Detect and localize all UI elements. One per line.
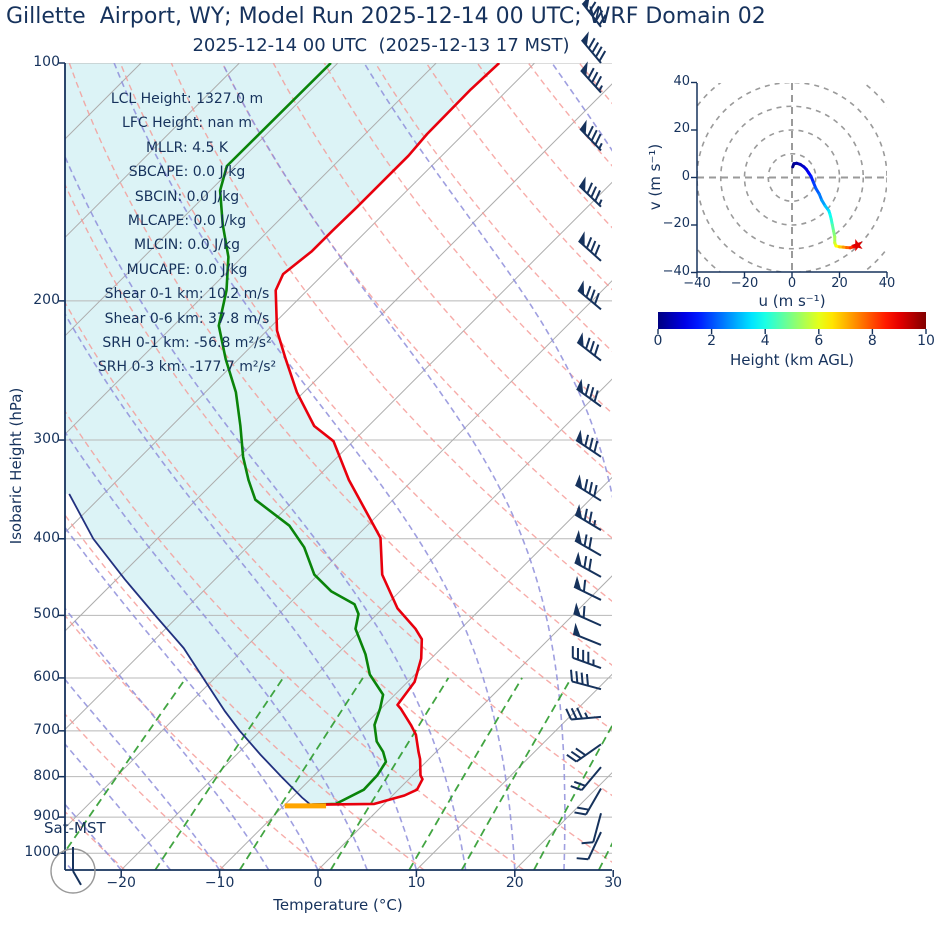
hodo-u-tick-label: −40 xyxy=(683,276,711,291)
stat-line: MLLR: 4.5 K xyxy=(145,139,229,156)
dewpoint-line xyxy=(217,63,388,806)
stat-line: MLCAPE: 0.0 J/kg xyxy=(127,213,247,230)
hodograph xyxy=(697,83,887,272)
colorbar-tick-label: 0 xyxy=(653,333,663,349)
pressure-tick-label: 700 xyxy=(33,721,60,738)
pressure-axis-label: Isobaric Height (hPa) xyxy=(7,387,25,545)
hodograph-u-axis-label: u (m s⁻¹) xyxy=(758,292,826,310)
stat-line: LCL Height: 1327.0 m xyxy=(110,91,264,107)
pressure-tick-label: 800 xyxy=(33,767,60,784)
cin-shading xyxy=(65,63,500,805)
hodo-u-tick-label: 40 xyxy=(878,276,896,291)
stat-line: MLCIN: 0.0 J/kg xyxy=(134,237,240,254)
hodo-v-tick-label: −40 xyxy=(662,263,690,279)
temperature-tick-label: −10 xyxy=(204,875,235,891)
stat-line: Shear 0-6 km: 37.8 m/s xyxy=(104,310,270,327)
valid-time-subtitle: 2025-12-14 00 UTC (2025-12-13 17 MST) xyxy=(192,35,570,56)
stat-line: MUCAPE: 0.0 J/kg xyxy=(126,261,248,278)
temperature-line xyxy=(274,63,501,806)
stat-line: SRH 0-1 km: -56.8 m²/s² xyxy=(102,335,272,352)
temperature-tick-label: 10 xyxy=(407,875,426,891)
pressure-tick-label: 900 xyxy=(33,808,60,825)
sounding-indices-block: LCL Height: 1327.0 m LFC Height: nan m MLL… xyxy=(66,87,308,380)
clock-icon xyxy=(50,847,96,894)
height-colorbar xyxy=(658,312,926,329)
hodo-v-tick-label: 40 xyxy=(673,73,690,89)
pressure-tick-label: 400 xyxy=(33,529,60,546)
hodo-u-tick-label: 20 xyxy=(831,276,848,291)
colorbar-tick-label: 6 xyxy=(814,333,824,349)
temperature-axis-label: Temperature (°C) xyxy=(273,896,403,914)
colorbar-tick-label: 10 xyxy=(917,333,935,349)
stat-line: SBCIN: 0.0 J/kg xyxy=(134,188,240,205)
pressure-tick-label: 200 xyxy=(33,291,60,308)
page-title: Gillette Airport, WY; Model Run 2025-12-… xyxy=(6,4,766,29)
pressure-tick-label: 600 xyxy=(33,668,60,685)
hodo-v-tick-label: 0 xyxy=(681,168,690,184)
stat-line: SBCAPE: 0.0 J/kg xyxy=(128,164,246,181)
parcel-profile-line xyxy=(68,493,312,806)
stat-line: SRH 0-3 km: -177.7 m²/s² xyxy=(97,359,277,376)
hodo-u-tick-label: 0 xyxy=(787,276,797,291)
colorbar-label: Height (km AGL) xyxy=(729,351,855,369)
temperature-tick-label: 30 xyxy=(604,875,623,891)
stat-line: Shear 0-1 km: 10.2 m/s xyxy=(104,286,270,303)
pressure-tick-label: 1000 xyxy=(24,844,60,861)
wind-barb-column xyxy=(565,0,607,861)
skewt-plot-area xyxy=(65,63,612,870)
temperature-tick-label: −20 xyxy=(106,875,136,891)
pressure-tick-label: 500 xyxy=(33,606,60,623)
pressure-tick-label: 100 xyxy=(33,54,60,70)
timezone-label: Sat-MST xyxy=(44,819,106,837)
hodograph-end-marker xyxy=(850,239,863,252)
colorbar-tick-label: 8 xyxy=(867,333,877,349)
pressure-tick-label: 300 xyxy=(33,431,60,448)
temperature-tick-label: 0 xyxy=(313,875,323,891)
temperature-tick-label: 20 xyxy=(505,875,524,891)
colorbar-tick-label: 2 xyxy=(707,333,717,349)
colorbar-tick-label: 4 xyxy=(760,333,770,349)
hodo-v-tick-label: −20 xyxy=(662,216,690,231)
hodo-u-tick-label: −20 xyxy=(730,276,759,291)
stat-line: LFC Height: nan m xyxy=(122,115,252,132)
hodo-v-tick-label: 20 xyxy=(673,121,690,136)
